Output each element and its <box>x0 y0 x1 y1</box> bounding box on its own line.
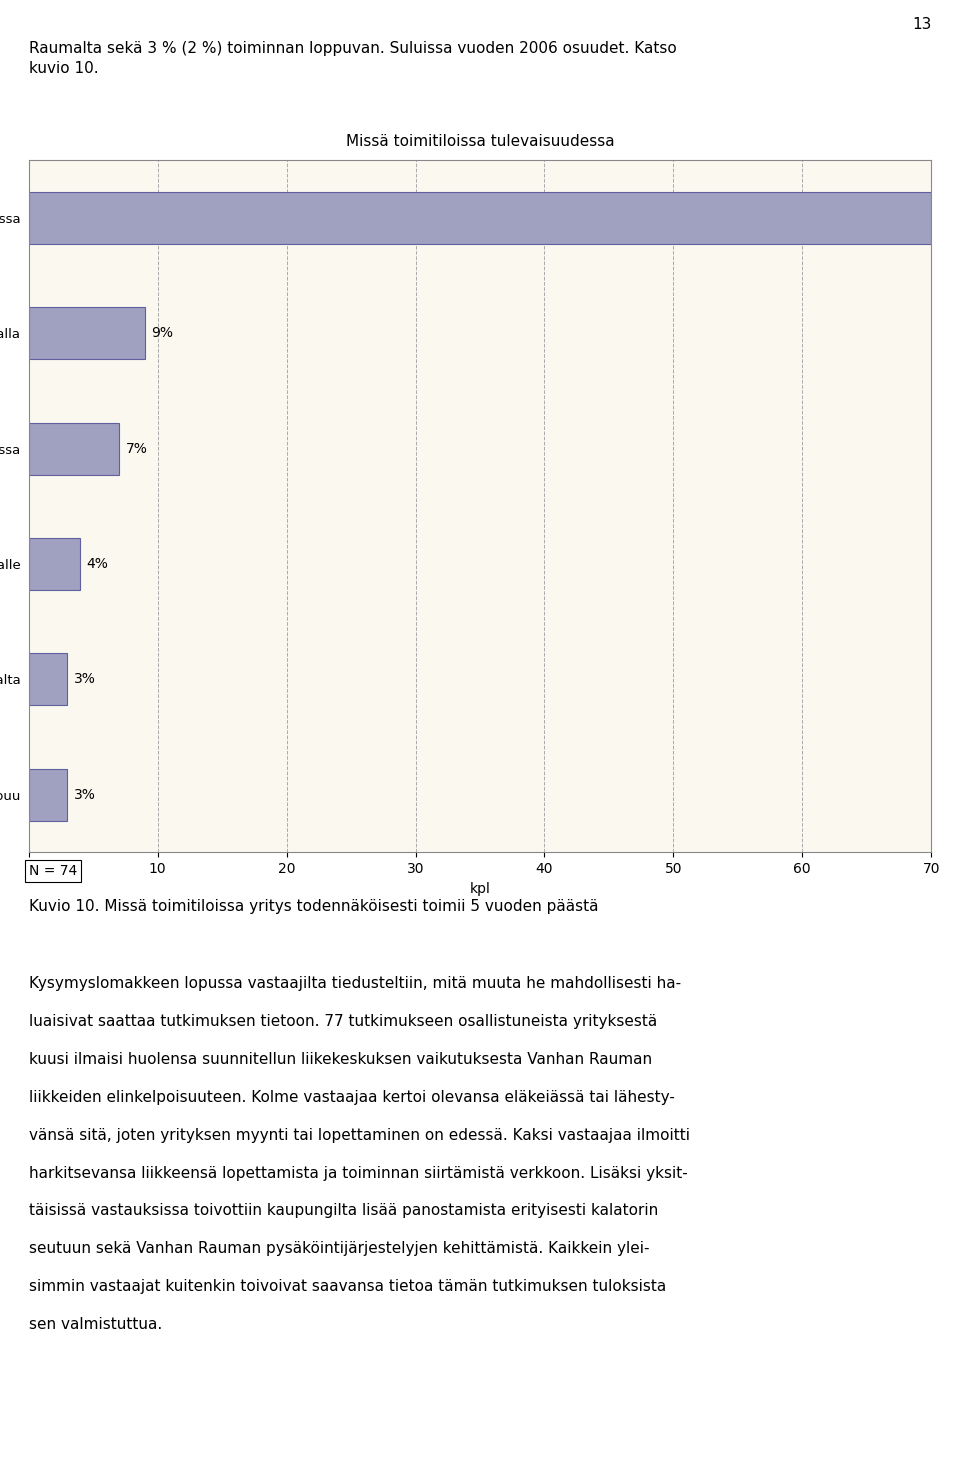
Bar <box>29 538 81 590</box>
Text: vänsä sitä, joten yrityksen myynti tai lopettaminen on edessä. Kaksi vastaajaa i: vänsä sitä, joten yrityksen myynti tai l… <box>29 1128 690 1142</box>
Text: 3%: 3% <box>74 672 96 686</box>
Title: Missä toimitiloissa tulevaisuudessa: Missä toimitiloissa tulevaisuudessa <box>346 134 614 150</box>
X-axis label: kpl: kpl <box>469 881 491 896</box>
Text: kuusi ilmaisi huolensa suunnitellun liikekeskuksen vaikutuksesta Vanhan Rauman: kuusi ilmaisi huolensa suunnitellun liik… <box>29 1052 652 1067</box>
Text: seutuun sekä Vanhan Rauman pysäköintijärjestelyjen kehittämistä. Kaikkein ylei-: seutuun sekä Vanhan Rauman pysäköintijär… <box>29 1241 649 1256</box>
Text: 4%: 4% <box>86 557 108 571</box>
Bar <box>29 423 119 475</box>
Text: Kysymyslomakkeen lopussa vastaajilta tiedusteltiin, mitä muuta he mahdollisesti : Kysymyslomakkeen lopussa vastaajilta tie… <box>29 976 681 991</box>
Text: harkitsevansa liikkeensä lopettamista ja toiminnan siirtämistä verkkoon. Lisäksi: harkitsevansa liikkeensä lopettamista ja… <box>29 1166 687 1180</box>
Text: luaisivat saattaa tutkimuksen tietoon. 77 tutkimukseen osallistuneista yritykses: luaisivat saattaa tutkimuksen tietoon. 7… <box>29 1014 657 1029</box>
Text: täisissä vastauksissa toivottiin kaupungilta lisää panostamista erityisesti kala: täisissä vastauksissa toivottiin kaupung… <box>29 1203 658 1218</box>
Bar <box>29 307 145 360</box>
Text: 7%: 7% <box>126 441 148 456</box>
Text: simmin vastaajat kuitenkin toivoivat saavansa tietoa tämän tutkimuksen tuloksist: simmin vastaajat kuitenkin toivoivat saa… <box>29 1279 666 1294</box>
Text: N = 74: N = 74 <box>29 864 77 879</box>
Text: Raumalta sekä 3 % (2 %) toiminnan loppuvan. Suluissa vuoden 2006 osuudet. Katso: Raumalta sekä 3 % (2 %) toiminnan loppuv… <box>29 41 677 55</box>
Text: 9%: 9% <box>152 326 173 341</box>
Text: 3%: 3% <box>74 788 96 801</box>
Text: 13: 13 <box>912 17 931 32</box>
Text: sen valmistuttua.: sen valmistuttua. <box>29 1317 162 1332</box>
Text: liikkeiden elinkelpoisuuteen. Kolme vastaajaa kertoi olevansa eläkeiässä tai läh: liikkeiden elinkelpoisuuteen. Kolme vast… <box>29 1090 675 1104</box>
Bar <box>29 769 67 820</box>
Bar <box>29 653 67 705</box>
Text: Kuvio 10. Missä toimitiloissa yritys todennäköisesti toimii 5 vuoden päästä: Kuvio 10. Missä toimitiloissa yritys tod… <box>29 899 598 914</box>
Text: kuvio 10.: kuvio 10. <box>29 61 99 76</box>
Bar <box>29 192 960 243</box>
